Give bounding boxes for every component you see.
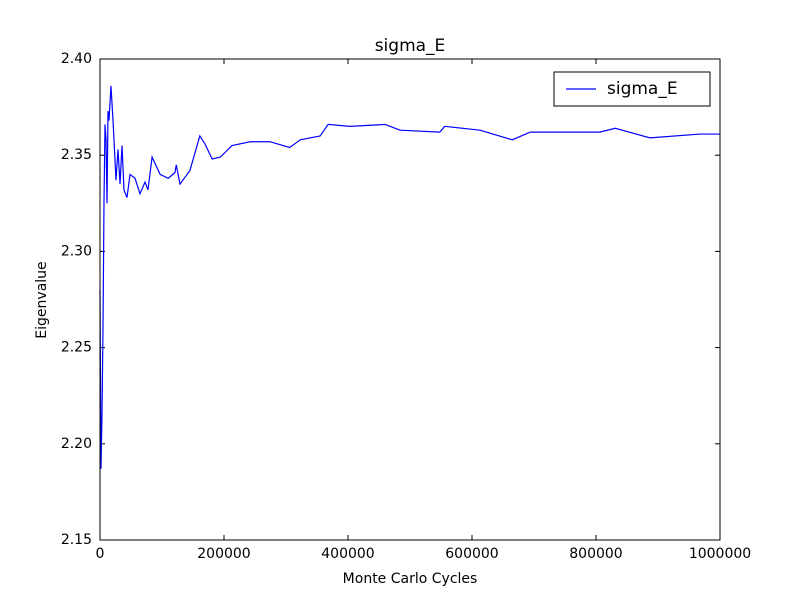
x-tick-label: 800000 [569, 546, 622, 562]
legend-label: sigma_E [607, 79, 678, 99]
plot-frame [99, 58, 721, 541]
y-tick-label: 2.25 [61, 340, 92, 356]
chart-title: sigma_E [375, 36, 446, 56]
x-tick-label: 400000 [321, 546, 374, 562]
x-axis-label: Monte Carlo Cycles [343, 571, 478, 587]
y-tick-label: 2.35 [61, 147, 92, 163]
x-tick-label: 200000 [197, 546, 250, 562]
x-tick-label: 600000 [445, 546, 498, 562]
y-tick-label: 2.40 [61, 51, 92, 67]
y-tick-label: 2.15 [61, 532, 92, 548]
y-axis-label: Eigenvalue [34, 261, 50, 338]
x-tick-label: 1000000 [689, 546, 751, 562]
y-tick-label: 2.20 [61, 436, 92, 452]
y-tick-label: 2.30 [61, 243, 92, 259]
data-line [99, 85, 720, 469]
x-tick-label: 0 [96, 546, 105, 562]
